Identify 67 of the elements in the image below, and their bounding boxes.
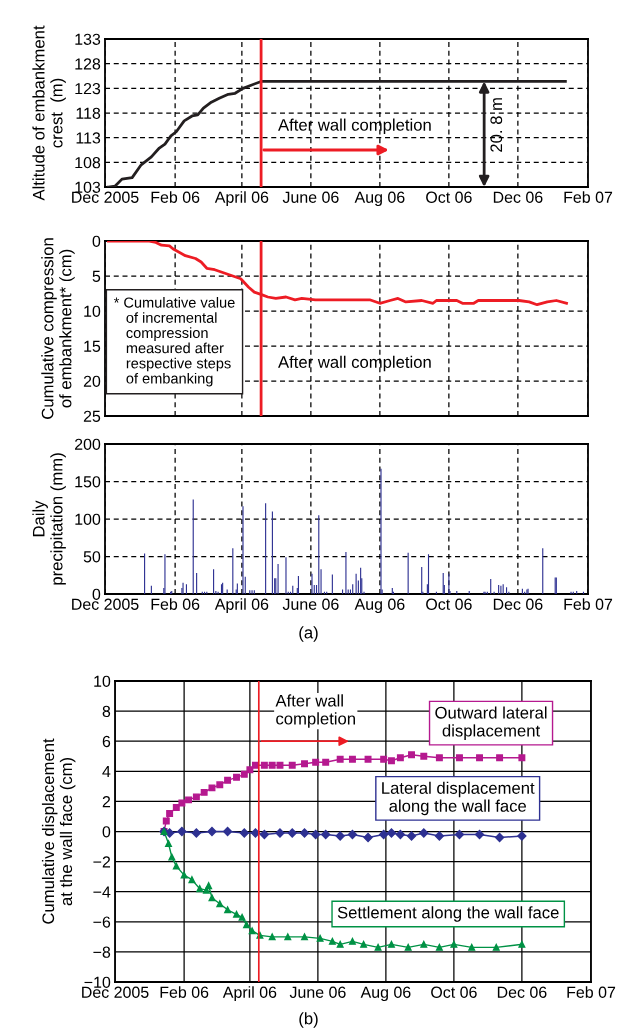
y-tick-label: −2 [93, 856, 111, 868]
x-tick-label: Aug 06 [354, 191, 405, 207]
y-tick-label: 20 [83, 375, 101, 387]
x-tick-label: April 06 [214, 191, 269, 207]
y-tick-label: 128 [75, 58, 101, 70]
annotation: * Cumulative value of incremental compression measured after respective steps of embanking [113, 297, 235, 387]
y-axis-title: Altitude of embankment crest (m) [32, 25, 66, 201]
y-tick-label: 2 [102, 796, 111, 808]
x-tick-label: Feb 06 [160, 986, 209, 998]
x-tick-label: Feb 06 [151, 598, 200, 610]
y-tick-label: 5 [92, 270, 101, 282]
x-tick-label: Dec 06 [497, 986, 547, 998]
annotation: 20. 8 m [490, 98, 503, 152]
y-axis-title: Cumulative displacement at the wall face (cm) [41, 738, 76, 924]
y-tick-label: 50 [83, 551, 101, 563]
y-tick-label: 118 [76, 107, 101, 119]
x-tick-label: Aug 06 [360, 986, 411, 1002]
y-tick-label: 10 [94, 675, 111, 687]
text: (b) [299, 1012, 318, 1028]
y-tick-label: −4 [93, 886, 111, 898]
x-tick-label: Dec 06 [493, 191, 543, 203]
y-tick-label: 0 [92, 588, 101, 600]
y-tick-label: 200 [74, 438, 101, 450]
y-tick-label: 150 [75, 476, 101, 488]
y-tick-label: 0 [92, 235, 101, 247]
y-tick-label: 8 [102, 705, 111, 718]
y-tick-label: 0 [102, 826, 111, 838]
y-tick-label: 15 [84, 340, 101, 352]
series-label: Settlement along the wall face [337, 906, 559, 922]
x-tick-label: June 06 [282, 598, 339, 610]
y-tick-label: 133 [75, 33, 101, 45]
x-tick-label: April 06 [222, 986, 277, 1002]
x-tick-label: Dec 2005 [72, 191, 139, 203]
x-tick-label: Oct 06 [426, 598, 472, 610]
y-tick-label: 108 [75, 156, 101, 169]
series-label: Lateral displacement along the wall face [382, 781, 535, 816]
x-tick-label: Feb 07 [564, 598, 613, 610]
y-tick-label: 4 [102, 766, 111, 778]
y-tick-label: −6 [93, 916, 111, 928]
y-axis-title: Daily precipitation (mm) [32, 453, 66, 585]
x-tick-label: Dec 2005 [82, 986, 149, 998]
x-tick-label: June 06 [289, 986, 346, 998]
x-tick-label: Dec 06 [493, 598, 543, 610]
y-tick-label: 123 [75, 82, 101, 95]
y-tick-label: −8 [93, 946, 111, 958]
ref-line-label: After wall completion [278, 118, 431, 135]
x-tick-label: Oct 06 [426, 191, 472, 203]
x-tick-label: Feb 06 [151, 191, 200, 203]
x-tick-label: Feb 07 [564, 191, 613, 203]
ref-line-label: After wall completion [275, 694, 355, 728]
text: (a) [299, 626, 318, 642]
y-tick-label: 100 [75, 513, 101, 525]
y-tick-label: 25 [83, 410, 101, 422]
x-tick-label: Feb 07 [567, 986, 616, 998]
x-tick-label: Oct 06 [431, 986, 477, 998]
y-tick-label: 6 [102, 735, 111, 748]
x-tick-label: Aug 06 [354, 598, 405, 614]
ref-line-label: After wall completion [278, 355, 431, 372]
y-tick-label: 113 [76, 132, 101, 144]
y-axis-title: Cumulative compression of embankment* (cm) [41, 238, 75, 419]
y-tick-label: 10 [84, 305, 101, 317]
y-tick-label: −10 [84, 976, 111, 988]
x-tick-label: Dec 2005 [72, 598, 139, 610]
y-tick-label: 103 [75, 181, 101, 193]
x-tick-label: June 06 [282, 191, 339, 203]
series-label: Outward lateral displacement [435, 706, 547, 740]
x-tick-label: April 06 [214, 598, 269, 614]
